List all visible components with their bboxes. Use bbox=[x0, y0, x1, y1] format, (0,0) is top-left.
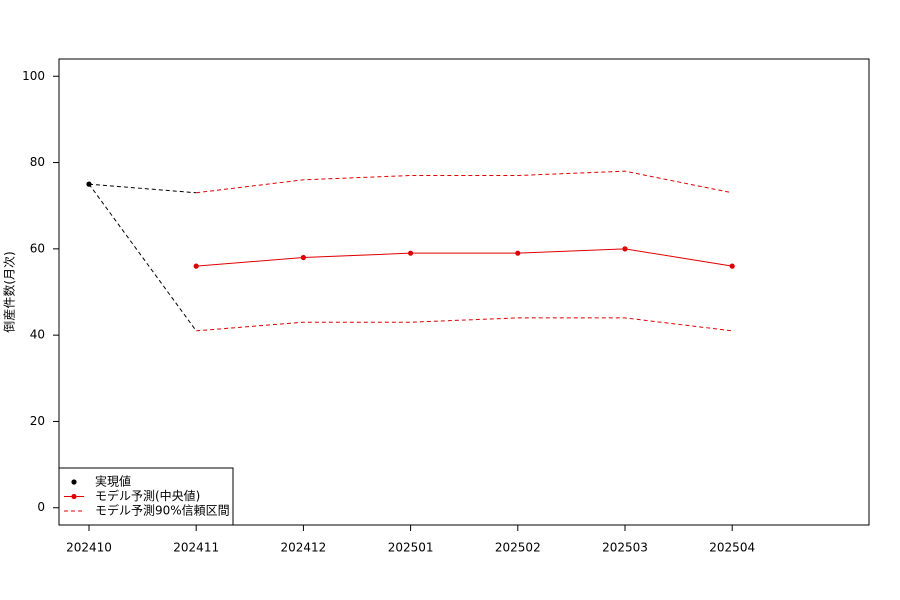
connector-line bbox=[88, 183, 197, 194]
y-tick-label: 0 bbox=[37, 500, 45, 514]
point bbox=[193, 263, 199, 269]
legend-label: モデル予測90%信頼区間 bbox=[95, 503, 230, 518]
legend-label: モデル予測(中央値) bbox=[95, 488, 200, 503]
point bbox=[86, 181, 92, 187]
x-tick-label: 202410 bbox=[66, 541, 112, 555]
point bbox=[408, 250, 414, 256]
plot-frame bbox=[58, 58, 870, 526]
interval-lower bbox=[196, 317, 733, 332]
point bbox=[622, 246, 628, 252]
interval-upper bbox=[196, 170, 733, 194]
legend-point bbox=[71, 493, 77, 500]
x-tick-label: 202411 bbox=[173, 541, 219, 555]
y-tick-label: 20 bbox=[30, 414, 45, 428]
y-tick-label: 60 bbox=[30, 241, 45, 255]
connector-line bbox=[88, 183, 197, 332]
y-tick-label: 100 bbox=[22, 69, 45, 83]
x-tick-label: 202412 bbox=[280, 541, 326, 555]
series-line bbox=[196, 248, 733, 267]
point bbox=[729, 263, 735, 269]
x-tick-label: 202501 bbox=[388, 541, 434, 555]
x-tick-label: 202502 bbox=[495, 541, 541, 555]
y-tick-label: 40 bbox=[30, 328, 45, 342]
x-tick-label: 202504 bbox=[709, 541, 755, 555]
x-tick-label: 202503 bbox=[602, 541, 648, 555]
legend-box bbox=[58, 467, 234, 526]
legend-point bbox=[71, 479, 77, 485]
y-axis-label: 倒産件数(月次) bbox=[2, 251, 17, 332]
point bbox=[515, 250, 521, 256]
point bbox=[300, 254, 306, 261]
y-tick-label: 80 bbox=[30, 155, 45, 169]
legend-label: 実現値 bbox=[95, 474, 131, 489]
